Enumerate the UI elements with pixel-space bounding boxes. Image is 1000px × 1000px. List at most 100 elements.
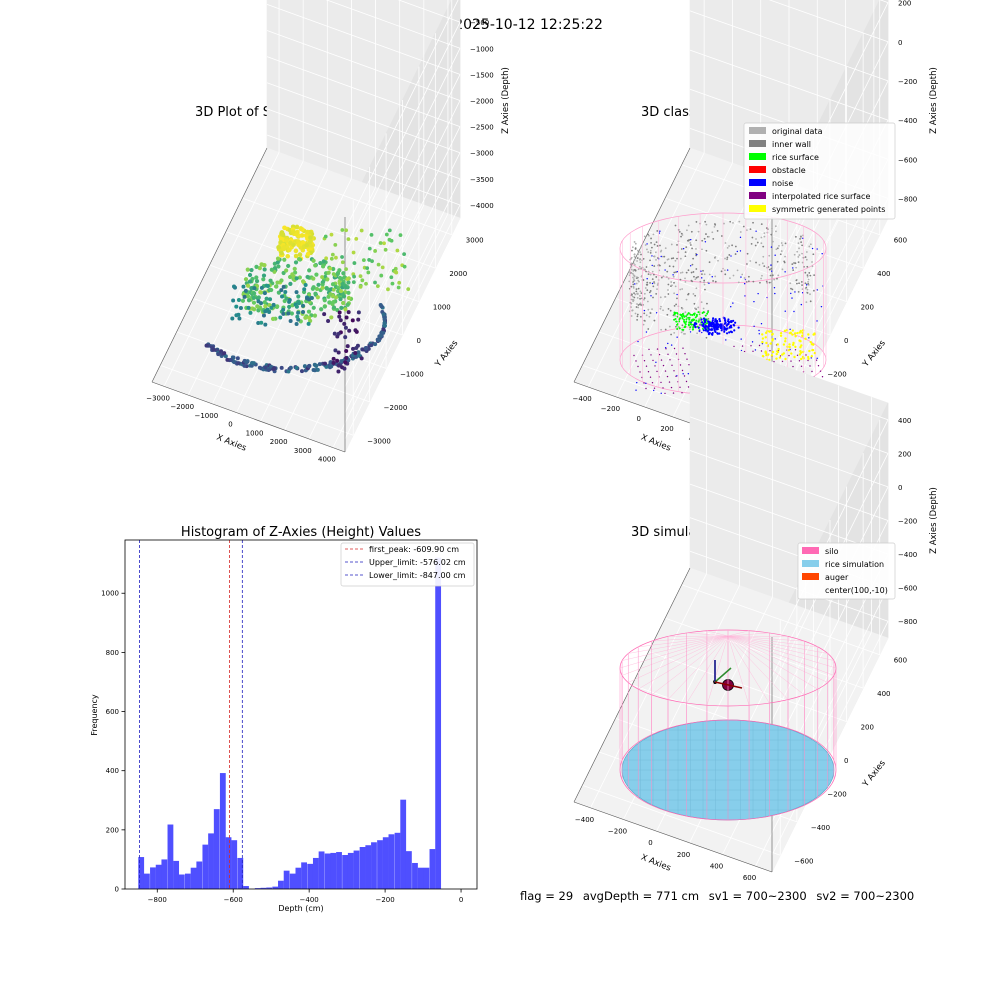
rice-surface-point: [685, 318, 688, 321]
y-axis-label: Y Axies: [860, 338, 888, 370]
noise-point: [651, 255, 653, 257]
rice-surface-point: [701, 327, 704, 330]
histogram-bar: [266, 887, 273, 889]
grid-line: [582, 784, 781, 856]
histogram-bar: [388, 834, 395, 889]
histogram-bar: [289, 873, 296, 889]
histogram-bar: [138, 857, 145, 889]
inner-wall-point: [684, 277, 686, 280]
symmetric-point: [779, 334, 783, 337]
inner-wall-point: [813, 289, 815, 292]
inner-wall-point: [708, 273, 711, 276]
data-point: [333, 242, 338, 247]
inner-wall-point: [643, 298, 645, 301]
inner-wall-point: [675, 325, 677, 328]
interpolated-surface-point: [752, 350, 754, 352]
inner-wall-point: [777, 274, 780, 277]
data-point: [338, 289, 344, 294]
noise-point: [789, 328, 791, 331]
rice-surface-point: [692, 313, 695, 316]
histogram-bar: [254, 888, 261, 889]
inner-wall-point: [685, 246, 688, 249]
data-point: [306, 315, 312, 320]
grid-line: [689, 349, 889, 421]
inner-wall-point: [636, 319, 639, 321]
data-point: [282, 257, 287, 262]
data-point: [331, 356, 336, 361]
legend-label: interpolated rice surface: [772, 192, 870, 201]
legend-swatch: [749, 127, 766, 134]
symmetric-point: [775, 357, 778, 360]
noise-point: [728, 331, 731, 334]
inner-wall-point: [762, 255, 765, 258]
legend-label: symmetric generated points: [772, 205, 885, 214]
inner-wall-point: [761, 274, 763, 277]
data-point: [297, 275, 302, 280]
rice-surface-point: [687, 323, 690, 326]
rice-surface-point: [675, 323, 678, 326]
symmetric-point: [785, 329, 789, 332]
data-point: [247, 272, 253, 278]
noise-point: [790, 292, 792, 295]
interpolated-surface-point: [647, 371, 650, 373]
noise-point: [726, 327, 729, 330]
inner-wall-point: [791, 263, 794, 266]
data-point: [344, 228, 349, 233]
noise-point: [758, 329, 760, 332]
inner-wall-point: [807, 278, 810, 281]
inner-wall-point: [713, 225, 716, 228]
rice-surface-point: [689, 313, 692, 316]
inner-wall-point: [667, 258, 670, 261]
data-point: [271, 302, 276, 307]
noise-point: [794, 291, 796, 293]
histogram-bar: [155, 864, 162, 889]
interpolated-surface-point: [815, 359, 818, 361]
symmetric-point: [793, 355, 796, 359]
data-point: [275, 280, 280, 285]
inner-wall-point: [784, 242, 787, 245]
inner-wall-point: [689, 244, 692, 246]
noise-point: [739, 250, 742, 252]
histogram-bar: [225, 837, 232, 889]
data-point: [333, 295, 339, 300]
y-tick-label: 400: [877, 690, 890, 698]
inner-wall-point: [809, 274, 812, 277]
noise-point: [729, 330, 733, 333]
data-point: [296, 294, 301, 299]
data-point: [336, 369, 341, 374]
noise-point: [655, 361, 657, 363]
symmetric-point: [770, 354, 774, 357]
histogram-bar: [213, 809, 220, 889]
histogram-bar: [161, 859, 168, 889]
data-point: [402, 252, 407, 257]
data-point: [225, 357, 230, 362]
data-point: [252, 307, 257, 312]
noise-point: [820, 305, 823, 308]
data-point: [262, 291, 267, 296]
silo-roof-line: [727, 635, 789, 700]
legend: [797, 542, 896, 600]
data-point: [276, 290, 281, 295]
legend-label: noise: [772, 179, 793, 188]
data-point: [251, 300, 257, 305]
noise-point: [758, 333, 760, 335]
noise-point: [732, 302, 734, 304]
noise-point: [740, 276, 742, 278]
inner-wall-point: [706, 281, 709, 284]
symmetric-point: [784, 337, 787, 340]
data-point: [337, 314, 342, 319]
inner-wall-point: [763, 232, 766, 235]
inner-wall-point: [667, 293, 670, 295]
inner-wall-point: [634, 263, 636, 266]
noise-point: [712, 323, 715, 325]
noise-point: [676, 336, 678, 338]
legend-swatch: [749, 153, 766, 160]
noise-point: [811, 247, 814, 250]
symmetric-point: [768, 330, 771, 333]
inner-wall-point: [638, 258, 641, 261]
z-tick-label: −400: [898, 117, 917, 125]
inner-wall-point: [784, 255, 786, 258]
inner-wall-point: [652, 233, 655, 236]
data-point: [271, 367, 276, 372]
data-point: [293, 248, 299, 254]
